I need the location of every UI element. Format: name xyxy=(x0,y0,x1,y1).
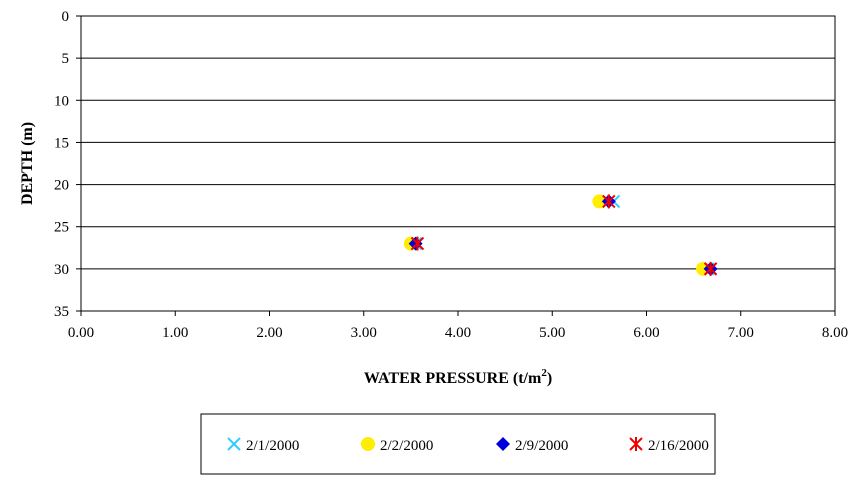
series-4 xyxy=(410,194,718,276)
x-axis-ticks: 0.00 1.00 2.00 3.00 4.00 5.00 6.00 7.00 8.00 xyxy=(68,311,848,341)
y-axis-ticks: 0 5 10 15 20 25 30 35 xyxy=(54,9,81,320)
data-point xyxy=(592,194,607,209)
legend-marker xyxy=(496,437,510,451)
legend-marker xyxy=(629,437,643,451)
y-tick-label: 15 xyxy=(54,135,69,151)
legend-entry: 2/9/2000 xyxy=(496,437,568,454)
series-2 xyxy=(403,194,711,276)
data-point xyxy=(408,236,423,251)
legend-entry: 2/2/2000 xyxy=(361,437,433,454)
y-tick-label: 10 xyxy=(54,93,69,109)
x-tick-label: 1.00 xyxy=(162,325,188,341)
y-tick-label: 35 xyxy=(54,304,69,320)
data-point xyxy=(602,194,616,209)
data-point xyxy=(703,261,718,276)
legend-label: 2/16/2000 xyxy=(648,438,709,454)
legend xyxy=(200,413,716,475)
data-points xyxy=(403,194,718,276)
legend-marker xyxy=(361,437,375,451)
series-1 xyxy=(408,194,715,276)
legend-label: 2/9/2000 xyxy=(515,438,568,454)
plot-area xyxy=(80,15,836,312)
legend-entry: 2/1/2000 xyxy=(227,437,299,454)
x-tick-label: 7.00 xyxy=(728,325,754,341)
y-tick-label: 20 xyxy=(54,178,69,194)
x-tick-label: 5.00 xyxy=(539,325,565,341)
x-tick-label: 4.00 xyxy=(445,325,471,341)
x-tick-label: 0.00 xyxy=(68,325,94,341)
grid-lines xyxy=(81,57,835,270)
x-tick-label: 2.00 xyxy=(256,325,282,341)
legend-entry: 2/16/2000 xyxy=(629,437,709,454)
data-point xyxy=(410,236,425,251)
y-tick-label: 5 xyxy=(62,51,70,67)
legend-entries: 2/1/2000 2/2/2000 2/9/2000 2/16/2000 xyxy=(227,437,709,454)
x-tick-label: 8.00 xyxy=(822,325,848,341)
y-tick-label: 0 xyxy=(62,9,70,25)
legend-marker xyxy=(227,437,241,451)
x-tick-label: 3.00 xyxy=(351,325,377,341)
x-axis-title: WATER PRESSURE (t/m2) xyxy=(364,367,552,387)
legend-label: 2/1/2000 xyxy=(246,438,299,454)
y-tick-label: 25 xyxy=(54,220,69,236)
y-axis-title: DEPTH (m) xyxy=(19,122,36,205)
legend-label: 2/2/2000 xyxy=(380,438,433,454)
y-tick-label: 30 xyxy=(54,262,69,278)
x-tick-label: 6.00 xyxy=(633,325,659,341)
series-3 xyxy=(408,194,718,276)
